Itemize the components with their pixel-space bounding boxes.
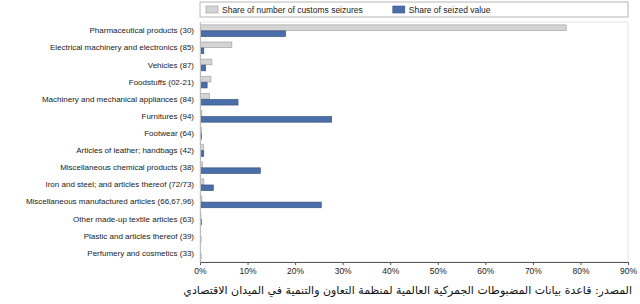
x-tick-mark [390,262,391,265]
x-tick-label: 10% [240,266,257,276]
plot-frame [200,22,628,262]
x-tick: 50% [430,262,447,276]
category-label: Iron and steel; and articles thereof (72… [45,180,194,189]
legend-label: Share of number of customs seizures [222,5,363,15]
x-tick-label: 50% [430,266,447,276]
x-tick: 30% [335,262,352,276]
x-axis-line [201,263,629,266]
x-tick: 70% [525,262,542,276]
y-tick: Pharmaceutical products (30) [90,26,201,35]
y-tick: Vehicles (87) [148,61,200,70]
y-tick: Miscellaneous manufactured articles (66,… [26,197,200,206]
bar [200,93,210,99]
x-tick: 40% [382,262,399,276]
bar [200,116,332,122]
series [200,31,332,259]
x-tick-label: 40% [382,266,399,276]
y-tick: Electrical machinery and electronics (85… [50,43,200,52]
x-tick: 60% [477,262,494,276]
x-tick-label: 0% [194,266,207,276]
source-note: المصدر: قاعدة بيانات المضبوطات الجمركية … [4,284,632,297]
category-label: Vehicles (87) [148,61,195,70]
x-tick-label: 80% [572,266,589,276]
bar [200,202,321,208]
x-tick-mark [438,262,439,265]
plot-area: 0% 10% 20% 30% 40% 50% 60% 70% 80% 90% Pharmaceuti… [26,22,638,276]
x-tick-label: 60% [477,266,494,276]
bar [200,99,238,105]
y-tick: Footwear (64) [144,129,200,138]
x-tick: 90% [620,262,637,276]
series [200,25,566,253]
x-tick-label: 30% [335,266,352,276]
bar [200,168,260,174]
category-label: Foodstuffs (02-21) [129,78,195,87]
x-tick-mark [485,262,486,265]
category-label: Perfumery and cosmetics (33) [87,249,194,258]
legend-swatch [393,6,405,13]
y-tick: Furnitures (94) [142,112,200,121]
legend-label: Share of seized value [409,5,491,15]
x-tick-mark [628,262,629,265]
category-label: Plastic and articles thereof (39) [84,232,195,241]
category-label: Miscellaneous chemical products (38) [60,163,194,172]
bar [200,42,232,48]
legend-box [200,2,628,17]
x-axis: 0% 10% 20% 30% 40% 50% 60% 70% 80% 90% [194,262,637,276]
y-tick: Miscellaneous chemical products (38) [60,163,200,172]
x-tick: 10% [240,262,257,276]
category-label: Machinery and mechanical appliances (84) [42,95,194,104]
bar [200,59,212,65]
x-tick-label: 90% [620,266,637,276]
y-tick: Machinery and mechanical appliances (84) [42,95,200,104]
bar [200,31,286,37]
x-tick-mark [343,262,344,265]
y-tick: Other made-up textile articles (63) [73,215,200,224]
y-axis-line [200,23,201,263]
x-tick-mark [295,262,296,265]
x-tick-mark [580,262,581,265]
category-label: Other made-up textile articles (63) [73,215,194,224]
bar [200,76,211,82]
y-tick: Articles of leather; handbags (42) [76,146,200,155]
x-tick: 0% [194,262,207,276]
y-tick: Plastic and articles thereof (39) [84,232,200,241]
category-label: Footwear (64) [144,129,194,138]
bar [200,25,566,31]
category-label: Pharmaceutical products (30) [90,26,195,35]
x-tick: 20% [287,262,304,276]
bars [200,25,566,259]
y-axis: Pharmaceutical products (30) Electrical m… [26,23,201,263]
chart: 0% 10% 20% 30% 40% 50% 60% 70% 80% 90% Pharmaceuti… [0,0,640,304]
category-label: Furnitures (94) [142,112,195,121]
bar [200,185,213,191]
x-tick-mark [248,262,249,265]
category-label: Electrical machinery and electronics (85… [50,43,194,52]
category-label: Miscellaneous manufactured articles (66,… [26,197,194,206]
legend: Share of number of customs seizures Share… [200,2,628,17]
bar [200,82,207,88]
y-tick: Foodstuffs (02-21) [129,78,200,87]
x-tick: 80% [572,262,589,276]
x-tick-label: 70% [525,266,542,276]
legend-swatch [206,6,218,13]
x-tick-mark [533,262,534,265]
category-label: Articles of leather; handbags (42) [76,146,194,155]
y-tick: Iron and steel; and articles thereof (72… [45,180,200,189]
y-tick: Perfumery and cosmetics (33) [87,249,200,258]
x-tick-label: 20% [287,266,304,276]
